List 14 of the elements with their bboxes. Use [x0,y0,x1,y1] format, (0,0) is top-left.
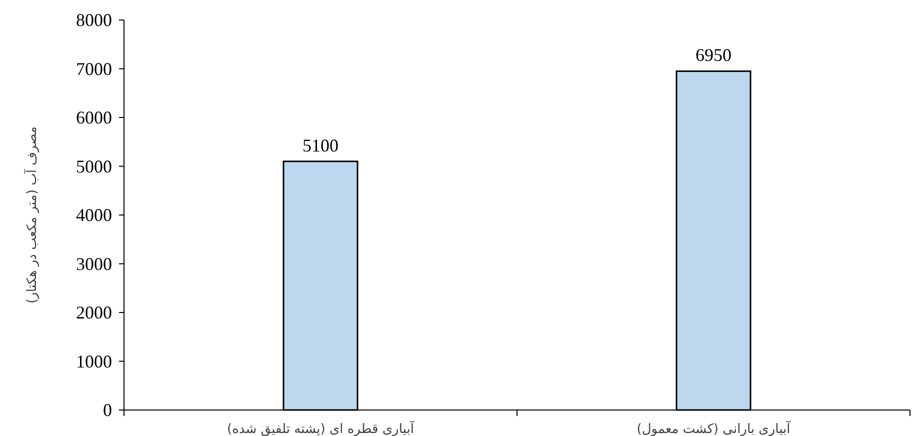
x-tick-label: آبیاری قطره ای (پشته تلفیق شده) [227,420,416,436]
y-tick-label: 7000 [76,58,112,79]
x-tick-label: آبیاری بارانی (کشت معمول) [636,420,792,436]
y-tick-label: 8000 [76,10,112,30]
y-tick-label: 6000 [76,108,112,128]
y-tick-label: 1000 [76,351,112,372]
y-tick-label: 0 [103,400,112,420]
y-tick-label: 5000 [76,156,112,176]
y-tick-label: 4000 [76,205,112,225]
y-axis-title: مصرف آب (متر مکعب در هکتار) [23,126,40,304]
data-label: 6950 [696,45,732,66]
data-label: 5100 [302,135,338,156]
y-tick-label: 3000 [76,254,112,274]
y-tick-label: 2000 [76,302,112,322]
